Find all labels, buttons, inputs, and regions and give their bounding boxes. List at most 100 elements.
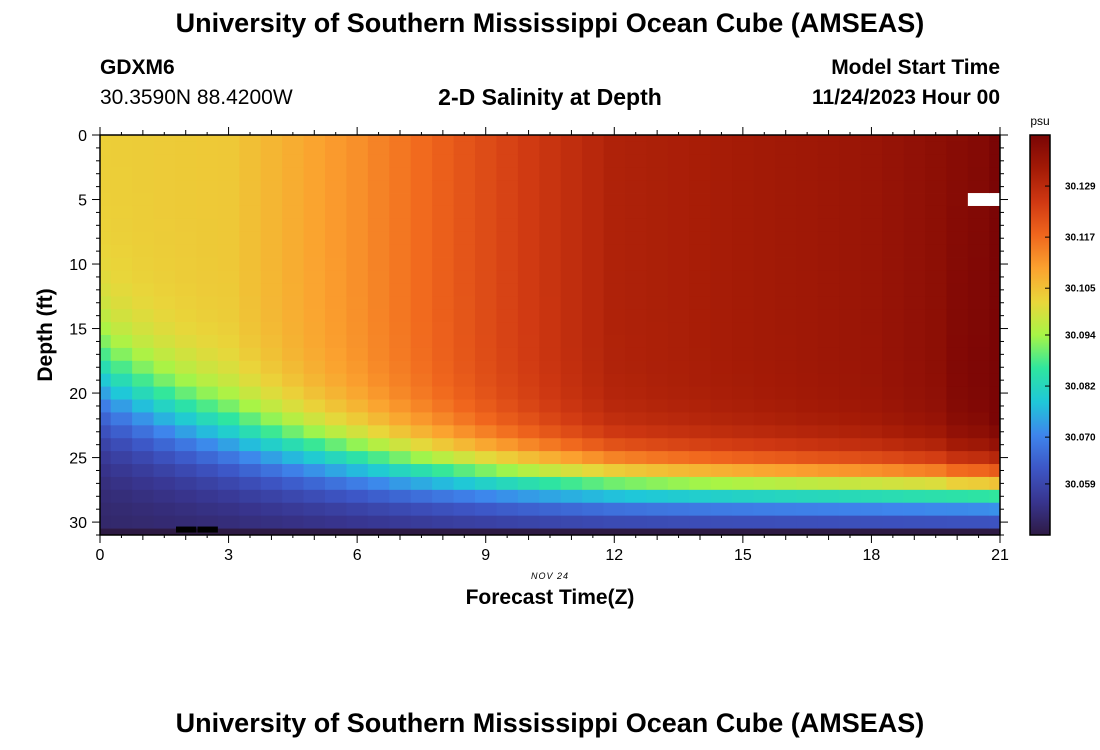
heatmap-cell bbox=[710, 218, 733, 233]
heatmap-cell bbox=[175, 244, 197, 258]
heatmap-cell bbox=[753, 218, 776, 233]
heatmap-cell bbox=[710, 205, 733, 220]
heatmap-cell bbox=[860, 335, 883, 349]
heatmap-cell bbox=[689, 528, 712, 536]
heatmap-cell bbox=[303, 373, 326, 388]
heatmap-cell bbox=[410, 464, 433, 478]
chart-axes: 0 3 6 9 12 15 18 21 0 5 10 15 20 25 30 NOV 24 Forecast T… bbox=[34, 127, 1009, 609]
heatmap-cell bbox=[582, 438, 604, 452]
heatmap-cell bbox=[625, 218, 647, 233]
heatmap-cell bbox=[689, 141, 712, 155]
heatmap-cell bbox=[260, 373, 283, 388]
heatmap-cell bbox=[153, 425, 176, 439]
heatmap-cell bbox=[903, 244, 926, 258]
heatmap-cell bbox=[710, 257, 733, 271]
heatmap-cell bbox=[496, 257, 519, 271]
heatmap-cell bbox=[775, 412, 797, 426]
heatmap-cell bbox=[410, 347, 433, 362]
heatmap-cell bbox=[753, 322, 776, 336]
heatmap-cell bbox=[882, 373, 904, 388]
heatmap-cell bbox=[389, 141, 412, 155]
heatmap-cell bbox=[153, 135, 176, 142]
heatmap-cell bbox=[625, 135, 647, 142]
heatmap-cell bbox=[389, 154, 412, 168]
heatmap-cell bbox=[753, 528, 776, 536]
heatmap-cell bbox=[582, 373, 604, 388]
heatmap-cell bbox=[925, 425, 947, 439]
heatmap-cell bbox=[539, 464, 562, 478]
heatmap-cell bbox=[100, 141, 112, 155]
heatmap-cell bbox=[817, 425, 840, 439]
heatmap-cell bbox=[882, 270, 904, 284]
heatmap-cell bbox=[582, 141, 604, 155]
heatmap-cell bbox=[496, 438, 519, 452]
heatmap-cell bbox=[967, 193, 990, 207]
heatmap-cell bbox=[753, 399, 776, 413]
heatmap-cell bbox=[560, 218, 583, 233]
heatmap-cell bbox=[646, 438, 669, 452]
heatmap-cell bbox=[603, 451, 626, 465]
heatmap-cell bbox=[453, 438, 476, 452]
heatmap-cell bbox=[153, 167, 176, 181]
heatmap-cell bbox=[989, 373, 1001, 388]
heatmap-cell bbox=[989, 283, 1001, 297]
heatmap-cell bbox=[100, 135, 112, 142]
heatmap-cell bbox=[282, 322, 304, 336]
heatmap-cell bbox=[967, 335, 990, 349]
heatmap-cell bbox=[410, 412, 433, 426]
heatmap-cell bbox=[410, 438, 433, 452]
heatmap-cell bbox=[410, 489, 433, 504]
heatmap-cell bbox=[239, 476, 262, 491]
heatmap-cell bbox=[217, 451, 240, 465]
heatmap-cell bbox=[175, 425, 197, 439]
heatmap-cell bbox=[153, 231, 176, 246]
heatmap-cell bbox=[560, 399, 583, 413]
heatmap-cell bbox=[175, 335, 197, 349]
heatmap-cell bbox=[925, 205, 947, 220]
heatmap-cell bbox=[260, 296, 283, 310]
heatmap-cell bbox=[967, 322, 990, 336]
heatmap-cell bbox=[989, 502, 1001, 517]
heatmap-cell bbox=[303, 515, 326, 529]
heatmap-cell bbox=[646, 335, 669, 349]
missing-cell bbox=[197, 526, 218, 533]
heatmap-cell bbox=[967, 270, 990, 284]
heatmap-cell bbox=[389, 360, 412, 375]
heatmap-cell bbox=[496, 218, 519, 233]
heatmap-cell bbox=[775, 154, 797, 168]
heatmap-cell bbox=[839, 244, 862, 258]
heatmap-cell bbox=[496, 399, 519, 413]
heatmap-cell bbox=[100, 489, 112, 504]
heatmap-cell bbox=[796, 154, 819, 168]
heatmap-cell bbox=[775, 386, 797, 400]
heatmap-cell bbox=[100, 180, 112, 194]
heatmap-cell bbox=[796, 257, 819, 271]
heatmap-cell bbox=[100, 476, 112, 491]
y-tick-label: 15 bbox=[69, 322, 87, 339]
heatmap-cell bbox=[196, 309, 219, 323]
heatmap-cell bbox=[946, 205, 969, 220]
heatmap-cell bbox=[946, 373, 969, 388]
heatmap-cell bbox=[667, 257, 690, 271]
heatmap-cell bbox=[367, 335, 390, 349]
heatmap-cell bbox=[389, 489, 412, 504]
heatmap-cell bbox=[967, 154, 990, 168]
heatmap-cell bbox=[839, 167, 862, 181]
heatmap-cell bbox=[389, 244, 412, 258]
heatmap-cell bbox=[839, 218, 862, 233]
heatmap-cell bbox=[560, 438, 583, 452]
heatmap-cell bbox=[560, 425, 583, 439]
y-tick-label: 5 bbox=[78, 193, 87, 210]
heatmap-cell bbox=[646, 386, 669, 400]
heatmap-cell bbox=[432, 154, 454, 168]
heatmap-cell bbox=[839, 373, 862, 388]
heatmap-cell bbox=[346, 360, 369, 375]
heatmap-cell bbox=[475, 180, 497, 194]
heatmap-cell bbox=[453, 360, 476, 375]
heatmap-cell bbox=[239, 335, 262, 349]
heatmap-cell bbox=[367, 489, 390, 504]
heatmap-cell bbox=[967, 412, 990, 426]
heatmap-cell bbox=[882, 386, 904, 400]
heatmap-cell bbox=[582, 425, 604, 439]
